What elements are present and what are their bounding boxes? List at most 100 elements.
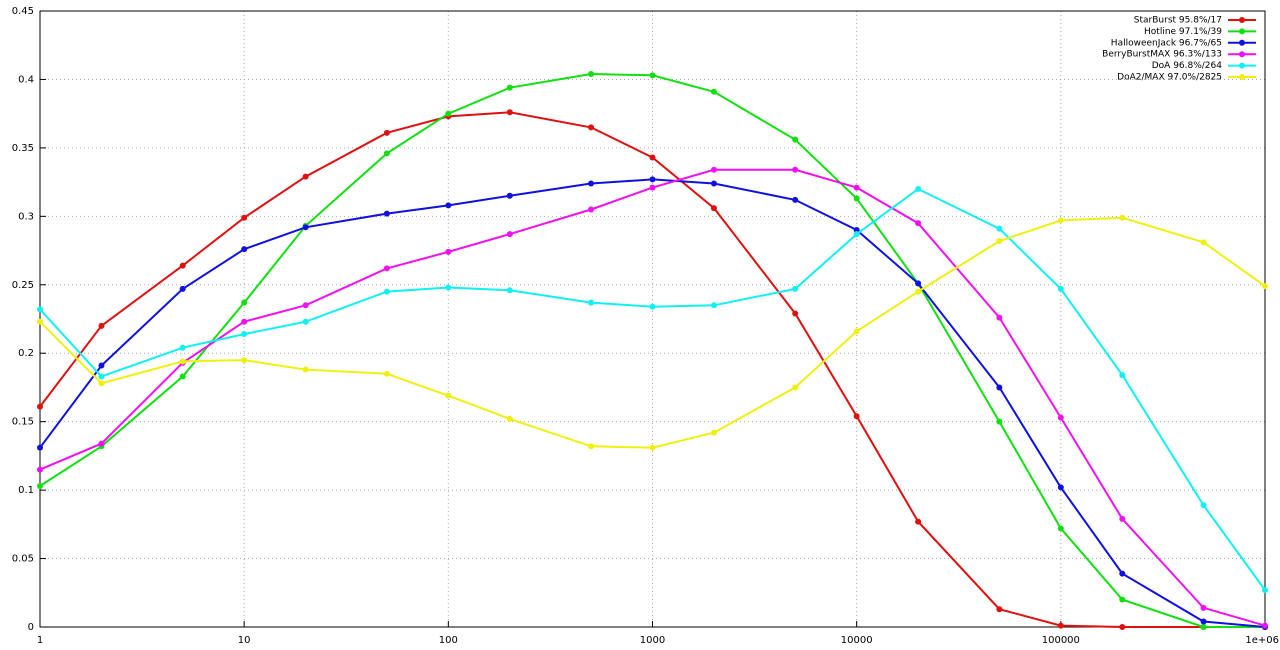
legend-marker [1239, 74, 1245, 80]
data-point [588, 299, 595, 306]
data-point [1119, 596, 1126, 603]
x-tick-label: 1000 [640, 635, 665, 646]
data-point [1119, 570, 1126, 577]
data-point [792, 196, 799, 203]
data-point [1119, 372, 1126, 379]
data-point [1262, 283, 1268, 290]
legend-marker [1239, 39, 1245, 46]
data-point [710, 429, 717, 436]
data-point [853, 184, 860, 191]
data-point [506, 231, 513, 238]
data-point [853, 413, 860, 420]
x-tick-label: 1 [37, 635, 43, 646]
data-point [792, 384, 799, 391]
data-point [853, 328, 860, 335]
data-point [588, 124, 595, 131]
y-tick-label: 0.35 [12, 143, 34, 154]
series-line [39, 168, 1266, 627]
y-tick-label: 0 [28, 622, 34, 633]
data-point [792, 310, 799, 317]
data-point [1057, 525, 1064, 532]
data-point [853, 195, 860, 202]
data-point [241, 214, 248, 221]
data-point [1262, 587, 1268, 594]
data-point [588, 443, 595, 450]
legend-label: BerryBurstMAX 96.3%/133 [1102, 50, 1222, 60]
series-line [39, 216, 1266, 449]
data-point [588, 180, 595, 187]
data-point [1200, 618, 1207, 625]
data-point [302, 224, 309, 231]
data-point [179, 285, 186, 292]
y-tick-label: 0.1 [18, 485, 34, 496]
x-tick-label: 10 [238, 635, 251, 646]
data-point [98, 322, 105, 329]
data-point [506, 287, 513, 294]
data-point [1119, 214, 1126, 221]
data-point [179, 358, 186, 365]
data-point [649, 303, 656, 310]
data-point [98, 362, 105, 369]
data-point [915, 280, 922, 287]
data-point [37, 306, 43, 313]
data-point [792, 136, 799, 143]
data-point [996, 225, 1003, 232]
data-point [98, 380, 105, 387]
y-tick-label: 0.4 [18, 74, 34, 85]
data-point [37, 483, 43, 490]
data-point [853, 227, 860, 234]
data-point [1200, 604, 1207, 611]
data-point [445, 248, 452, 255]
data-point [506, 192, 513, 199]
data-point [915, 288, 922, 295]
legend-label: Hotline 97.1%/39 [1144, 27, 1222, 37]
data-point [506, 415, 513, 422]
data-point [241, 299, 248, 306]
data-point [1119, 515, 1126, 522]
data-point [445, 110, 452, 117]
data-point [1200, 239, 1207, 246]
y-tick-label: 0.3 [18, 211, 34, 222]
data-point [302, 366, 309, 373]
data-point [853, 231, 860, 238]
data-point [1057, 484, 1064, 491]
data-point [710, 88, 717, 95]
data-point [710, 180, 717, 187]
data-point [37, 403, 43, 410]
data-point [179, 373, 186, 380]
data-point [649, 444, 656, 451]
data-point [588, 206, 595, 213]
series-line [39, 187, 1266, 591]
data-point [1119, 624, 1126, 630]
x-tick-label: 10000 [841, 635, 873, 646]
data-point [996, 418, 1003, 425]
data-point [996, 606, 1003, 613]
data-point [1057, 414, 1064, 421]
data-point [710, 166, 717, 173]
legend-label: DoA 96.8%/264 [1152, 61, 1223, 71]
data-point [506, 109, 513, 116]
data-point [996, 384, 1003, 391]
legend-label: DoA2/MAX 97.0%/2825 [1117, 73, 1222, 83]
data-point [37, 318, 43, 325]
legend-marker [1239, 28, 1245, 35]
x-tick-label: 100 [439, 635, 458, 646]
legend-label: StarBurst 95.8%/17 [1134, 16, 1222, 26]
data-point [241, 357, 248, 364]
data-point [1200, 624, 1207, 630]
data-point [710, 302, 717, 309]
data-point [649, 184, 656, 191]
legend-marker [1239, 51, 1245, 58]
data-point [37, 444, 43, 451]
data-point [383, 265, 390, 272]
y-tick-label: 0.2 [18, 348, 34, 359]
data-point [302, 318, 309, 325]
data-point [1200, 502, 1207, 509]
y-tick-label: 0.45 [12, 6, 34, 17]
x-tick-label: 100000 [1042, 635, 1080, 646]
data-point [710, 205, 717, 212]
data-point [915, 220, 922, 227]
y-tick-label: 0.05 [12, 554, 34, 565]
data-point [1057, 622, 1064, 629]
